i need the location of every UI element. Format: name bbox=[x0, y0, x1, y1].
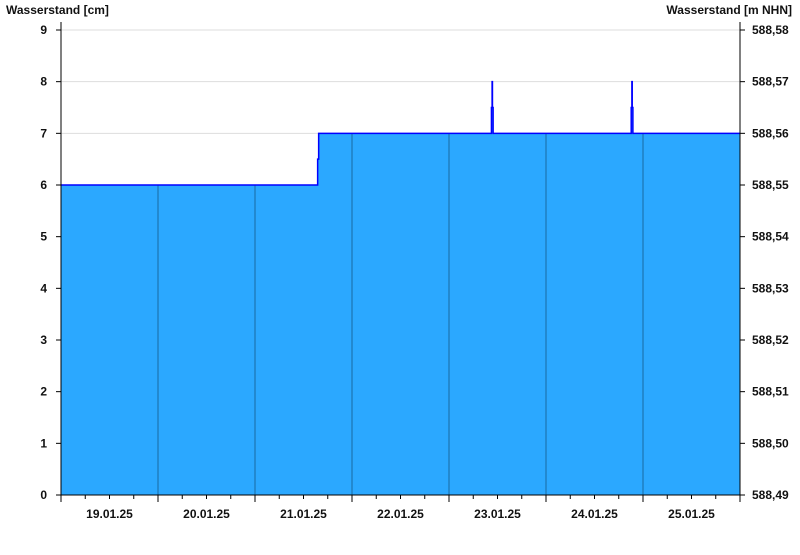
y-tick-label-right: 588,51 bbox=[752, 385, 789, 399]
y-tick-label-right: 588,54 bbox=[752, 230, 789, 244]
x-tick-label: 20.01.25 bbox=[183, 507, 230, 521]
y-tick-label-left: 9 bbox=[40, 23, 47, 37]
x-tick-label: 24.01.25 bbox=[571, 507, 618, 521]
x-tick-label: 21.01.25 bbox=[280, 507, 327, 521]
x-tick-label: 19.01.25 bbox=[86, 507, 133, 521]
y-tick-label-left: 3 bbox=[40, 333, 47, 347]
y-tick-label-right: 588,49 bbox=[752, 488, 789, 502]
y-tick-label-right: 588,53 bbox=[752, 281, 789, 295]
y-tick-label-left: 7 bbox=[40, 126, 47, 140]
y-tick-label-left: 8 bbox=[40, 75, 47, 89]
series-area bbox=[61, 81, 740, 496]
left-axis-title: Wasserstand [cm] bbox=[6, 3, 109, 17]
y-tick-label-left: 1 bbox=[40, 436, 47, 450]
y-tick-label-right: 588,58 bbox=[752, 23, 789, 37]
y-tick-label-right: 588,57 bbox=[752, 75, 789, 89]
y-tick-label-right: 588,50 bbox=[752, 436, 789, 450]
y-tick-label-left: 4 bbox=[40, 281, 47, 295]
y-tick-label-left: 5 bbox=[40, 230, 47, 244]
right-axis-title: Wasserstand [m NHN] bbox=[666, 3, 792, 17]
data-area bbox=[61, 80, 740, 496]
axes: 0 588,49 1 588,50 2 588,51 3 588,52 4 588,53 5 588,… bbox=[40, 22, 789, 521]
y-tick-label-left: 6 bbox=[40, 178, 47, 192]
x-tick-label: 25.01.25 bbox=[668, 507, 715, 521]
y-tick-label-left: 0 bbox=[40, 488, 47, 502]
x-tick-label: 23.01.25 bbox=[474, 507, 521, 521]
x-tick-label: 22.01.25 bbox=[377, 507, 424, 521]
y-tick-label-right: 588,56 bbox=[752, 126, 789, 140]
y-tick-label-right: 588,55 bbox=[752, 178, 789, 192]
y-tick-label-right: 588,52 bbox=[752, 333, 789, 347]
y-tick-label-left: 2 bbox=[40, 385, 47, 399]
series-line bbox=[61, 80, 740, 186]
